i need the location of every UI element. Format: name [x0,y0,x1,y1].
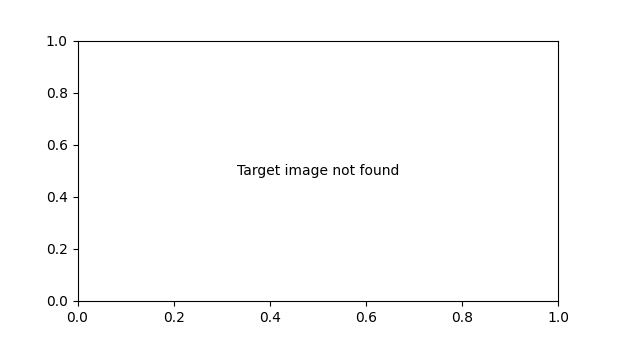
Text: Target image not found: Target image not found [237,164,399,178]
